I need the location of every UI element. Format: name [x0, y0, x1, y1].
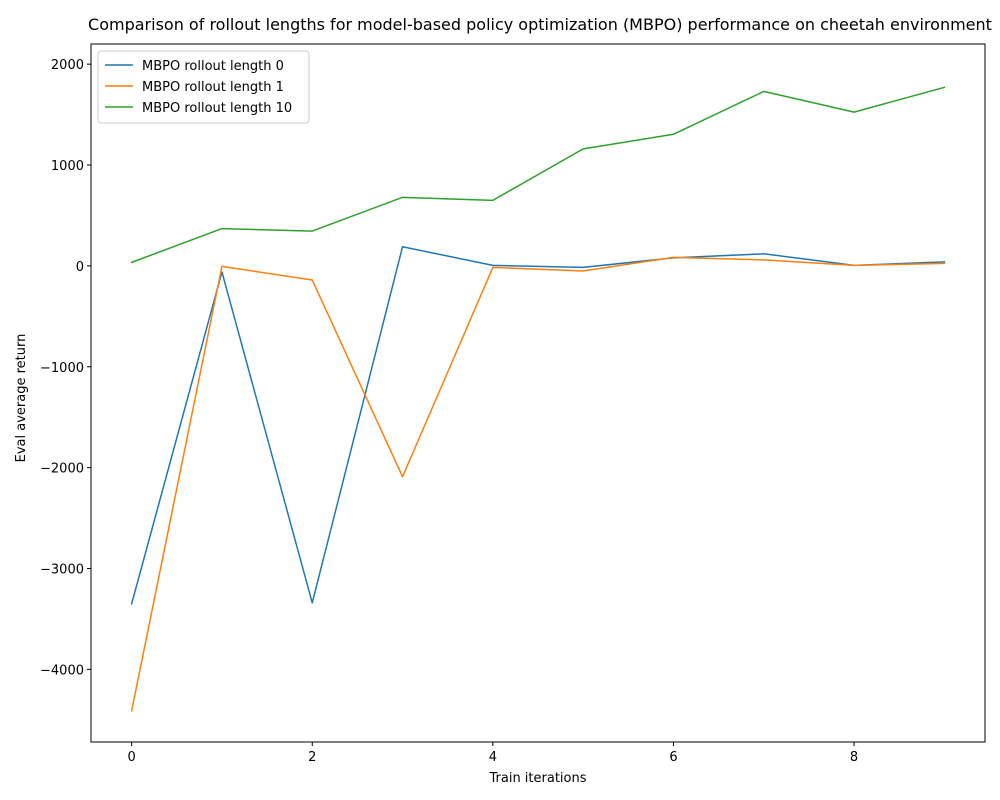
y-tick-label: 1000: [51, 159, 84, 174]
y-tick-label: 0: [76, 260, 84, 275]
plot-frame: [90, 43, 986, 743]
x-axis-label: Train iterations: [488, 771, 586, 786]
y-axis-label: Eval average return: [14, 334, 29, 463]
series-line-1: [130, 256, 946, 712]
y-tick-label: 2000: [51, 58, 84, 73]
legend-label-0: MBPO rollout length 0: [142, 59, 284, 74]
plot-area: 0 2 4 6 8 −4000 −3000 −2000 −1000 0 1000 2000: [40, 43, 986, 765]
legend-box: [97, 50, 310, 124]
series-line-2: [130, 86, 946, 264]
legend: MBPO rollout length 0 MBPO rollout length…: [97, 50, 310, 124]
y-tick-label: −3000: [40, 563, 84, 578]
series-line-0: [130, 245, 946, 605]
x-tick-label: 2: [308, 750, 316, 765]
x-tick-label: 8: [850, 750, 858, 765]
y-tick-label: −2000: [40, 462, 84, 477]
x-tick-label: 4: [489, 750, 497, 765]
x-tick-label: 0: [127, 750, 135, 765]
y-tick-label: −1000: [40, 361, 84, 376]
legend-label-2: MBPO rollout length 10: [142, 101, 292, 116]
y-tick-label: −4000: [40, 663, 84, 678]
chart-title: Comparison of rollout lengths for model-…: [88, 15, 992, 34]
x-tick-label: 6: [669, 750, 677, 765]
legend-label-1: MBPO rollout length 1: [142, 80, 284, 95]
